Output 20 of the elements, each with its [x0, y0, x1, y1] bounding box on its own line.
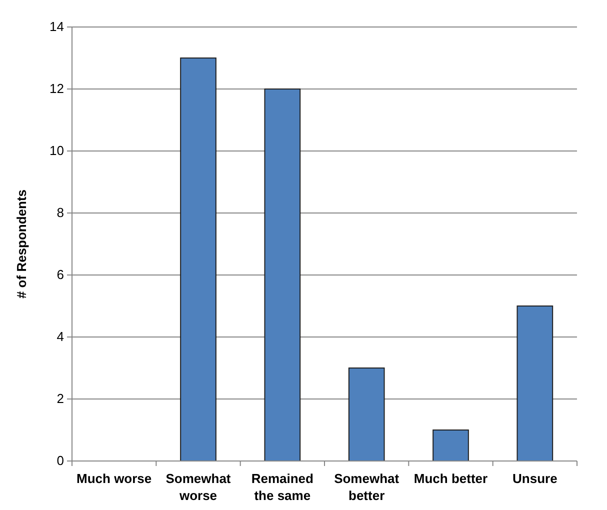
bar — [432, 430, 469, 462]
y-tick-label: 8 — [56, 205, 64, 220]
bar — [348, 368, 385, 462]
y-tick-label: 2 — [56, 391, 64, 406]
x-tick-label: Somewhat better — [334, 471, 400, 503]
bar — [264, 88, 301, 462]
x-tick-label: Much better — [414, 471, 488, 486]
y-tick-label: 6 — [56, 267, 64, 282]
y-tick-label: 4 — [56, 329, 64, 344]
x-tick-label: Remained the same — [251, 471, 314, 503]
y-tick-label: 12 — [50, 81, 64, 96]
x-tick-label: Somewhat worse — [166, 471, 232, 503]
bar — [180, 58, 216, 462]
x-tick-label: Unsure — [512, 471, 558, 486]
y-tick-label: 0 — [56, 453, 64, 468]
y-tick-label: 14 — [50, 19, 64, 34]
y-axis-title: # of Respondents — [14, 189, 29, 299]
bar — [516, 306, 554, 462]
y-tick-label: 10 — [50, 143, 64, 158]
x-tick-label: Much worse — [76, 471, 152, 486]
